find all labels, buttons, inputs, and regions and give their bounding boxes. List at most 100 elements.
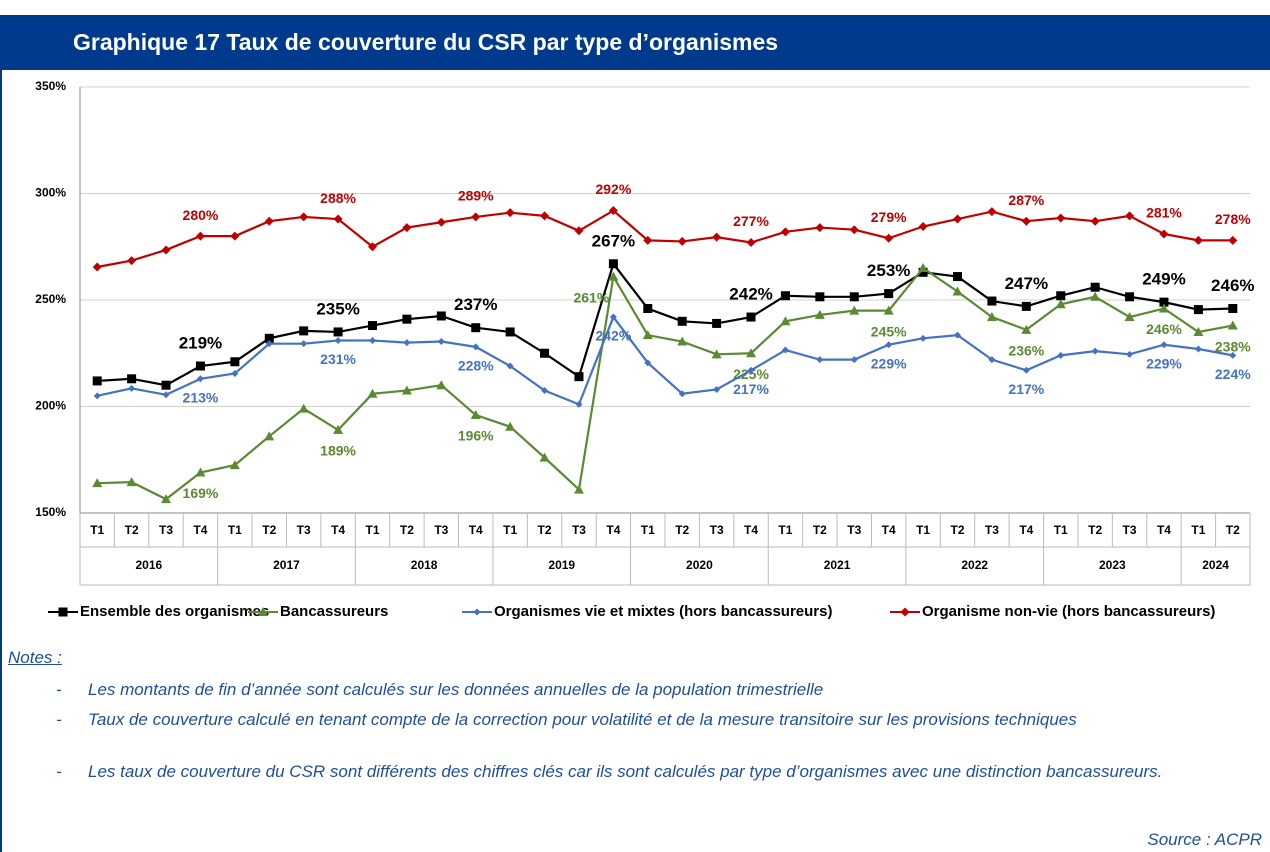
point bbox=[402, 223, 412, 233]
data-label: 228% bbox=[458, 358, 494, 374]
x-tick-label: T2 bbox=[1226, 523, 1240, 537]
point bbox=[333, 327, 343, 337]
x-tick-label: T2 bbox=[675, 523, 689, 537]
data-label: 242% bbox=[595, 328, 631, 344]
point bbox=[608, 206, 618, 216]
x-tick-label: T4 bbox=[469, 523, 483, 537]
x-tick-label: T2 bbox=[538, 523, 552, 537]
x-tick-label: T4 bbox=[882, 523, 896, 537]
point bbox=[1193, 305, 1203, 315]
note: - Les montants de fin d’année sont calcul… bbox=[56, 680, 824, 699]
point bbox=[712, 232, 722, 242]
year-label: 2024 bbox=[1202, 558, 1229, 572]
data-label: 277% bbox=[733, 213, 769, 229]
point bbox=[470, 410, 481, 420]
series-line bbox=[97, 261, 1233, 387]
x-tick-label: T1 bbox=[1054, 523, 1068, 537]
data-label: 289% bbox=[458, 188, 494, 204]
point bbox=[230, 357, 240, 367]
x-tick-label: T1 bbox=[503, 523, 517, 537]
point bbox=[1125, 292, 1135, 302]
point bbox=[92, 376, 102, 386]
data-label: 196% bbox=[458, 428, 494, 444]
point bbox=[264, 333, 274, 343]
x-tick-label: T3 bbox=[572, 523, 586, 537]
point bbox=[1021, 301, 1031, 311]
year-label: 2022 bbox=[961, 558, 988, 572]
point bbox=[1193, 326, 1204, 336]
data-label: 288% bbox=[320, 190, 356, 206]
point bbox=[747, 366, 755, 374]
point bbox=[265, 340, 273, 348]
point bbox=[987, 207, 997, 217]
data-label: 238% bbox=[1215, 338, 1251, 354]
point bbox=[436, 380, 447, 390]
x-tick-label: T3 bbox=[710, 523, 724, 537]
point bbox=[1228, 304, 1238, 314]
data-label: 245% bbox=[871, 323, 907, 339]
point bbox=[986, 312, 997, 322]
point bbox=[1056, 291, 1066, 301]
point bbox=[195, 361, 205, 371]
data-label: 236% bbox=[1008, 343, 1044, 359]
data-label: 235% bbox=[316, 299, 359, 318]
data-label: 267% bbox=[592, 231, 635, 250]
point bbox=[849, 305, 860, 315]
x-tick-label: T4 bbox=[1019, 523, 1033, 537]
legend-marker bbox=[900, 607, 910, 617]
x-tick-label: T2 bbox=[950, 523, 964, 537]
point bbox=[505, 327, 515, 337]
legend-label: Organisme non-vie (hors bancassureurs) bbox=[922, 603, 1215, 620]
point bbox=[471, 212, 481, 222]
data-label: 242% bbox=[729, 285, 772, 304]
point bbox=[918, 263, 929, 273]
note: - Les taux de couverture du CSR sont diff… bbox=[56, 762, 1163, 781]
point bbox=[1194, 345, 1202, 353]
point bbox=[953, 272, 962, 282]
data-label: 246% bbox=[1211, 276, 1254, 295]
x-tick-label: T2 bbox=[813, 523, 827, 537]
point bbox=[573, 484, 584, 494]
point bbox=[1090, 282, 1100, 292]
point bbox=[746, 312, 756, 322]
x-tick-label: T3 bbox=[985, 523, 999, 537]
data-label: 261% bbox=[573, 289, 609, 305]
point bbox=[162, 391, 170, 399]
point bbox=[1090, 291, 1101, 301]
point bbox=[231, 369, 239, 377]
year-label: 2020 bbox=[686, 558, 713, 572]
data-label: 246% bbox=[1146, 321, 1182, 337]
legend-marker bbox=[258, 607, 268, 616]
point bbox=[230, 231, 240, 241]
x-tick-label: T4 bbox=[606, 523, 620, 537]
header: Graphique 17 Taux de couverture du CSR p… bbox=[0, 15, 1270, 70]
data-label: 217% bbox=[1008, 381, 1044, 397]
point bbox=[1090, 216, 1100, 226]
point bbox=[127, 256, 137, 266]
point bbox=[815, 223, 825, 233]
point bbox=[643, 235, 653, 245]
data-label: 169% bbox=[183, 485, 219, 501]
point bbox=[472, 343, 480, 351]
legend-label: Organismes vie et mixtes (hors bancassur… bbox=[494, 603, 832, 620]
point bbox=[195, 467, 206, 477]
point bbox=[608, 271, 619, 281]
x-tick-label: T1 bbox=[1191, 523, 1205, 537]
point bbox=[918, 267, 928, 277]
point bbox=[196, 375, 204, 383]
x-tick-label: T3 bbox=[434, 523, 448, 537]
x-tick-label: T4 bbox=[193, 523, 207, 537]
y-tick-label: 350% bbox=[35, 79, 66, 93]
point bbox=[1159, 297, 1169, 307]
point bbox=[780, 227, 790, 237]
point bbox=[540, 348, 550, 358]
point bbox=[609, 313, 617, 321]
data-label: 237% bbox=[454, 295, 497, 314]
point bbox=[574, 372, 584, 382]
x-tick-label: T4 bbox=[1157, 523, 1171, 537]
point bbox=[1227, 320, 1238, 330]
data-label: 189% bbox=[320, 443, 356, 459]
point bbox=[954, 331, 961, 339]
legend-marker bbox=[58, 607, 68, 617]
data-label: 231% bbox=[320, 351, 356, 367]
